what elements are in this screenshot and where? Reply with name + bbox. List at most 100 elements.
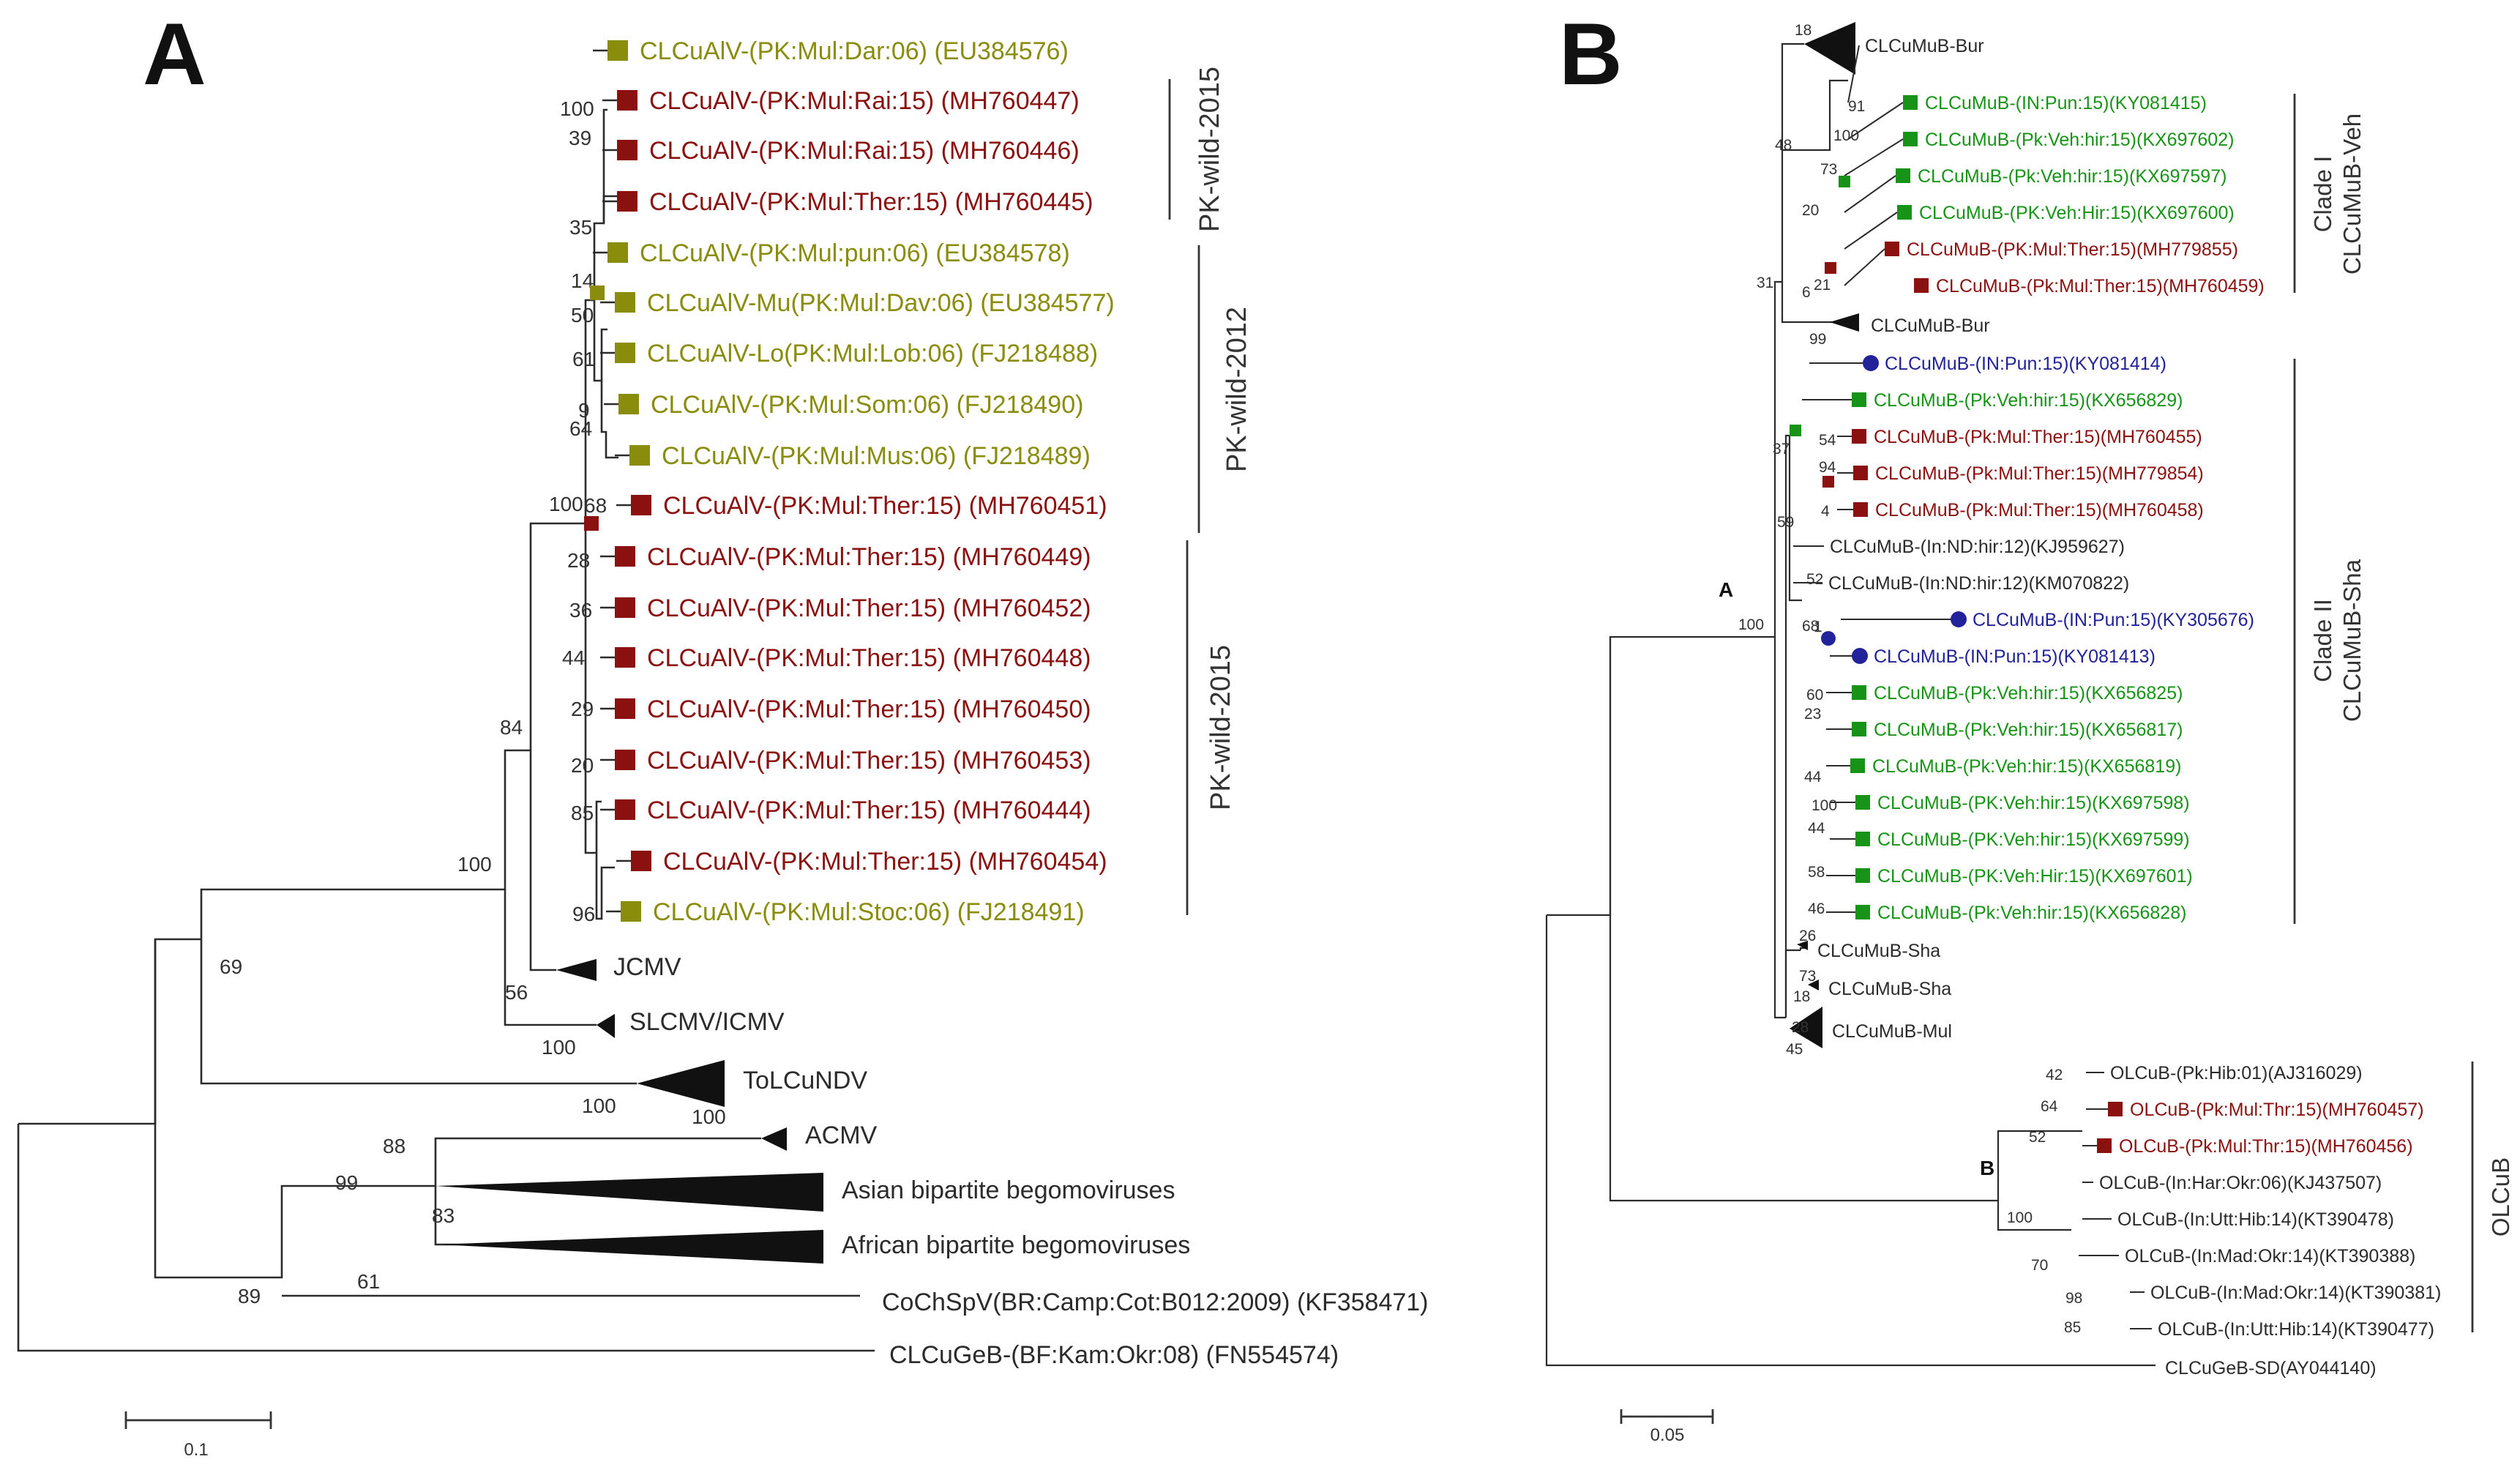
taxon-marker-b-8 bbox=[1863, 355, 1879, 371]
clade-label-pk-wild-2015-bottom: PK-wild-2015 bbox=[1205, 645, 1236, 810]
bootstrap-b-20: 44 bbox=[1804, 769, 1822, 786]
taxon-marker-a-9 bbox=[631, 495, 651, 515]
bootstrap-b-23: 58 bbox=[1808, 864, 1825, 881]
branchB-9 bbox=[1788, 436, 1802, 602]
taxon-label-b-clcumub-pk-mul-ther-15-mh779854-11: CLCuMuB-(Pk:Mul:Ther:15)(MH779854) bbox=[1875, 463, 2204, 484]
panel-a-label: A bbox=[143, 5, 206, 103]
bootstrap-b-2: 100 bbox=[1833, 127, 1859, 144]
taxon-label-a-tolcundv: ToLCuNDV bbox=[743, 1067, 867, 1094]
bootstrap-b-14: 59 bbox=[1777, 514, 1794, 531]
bootstrap-b-16: 68 bbox=[1802, 618, 1819, 635]
branch-a10 bbox=[593, 300, 602, 382]
taxon-leaf-b-0 bbox=[1847, 45, 1860, 103]
taxon-marker-b-21 bbox=[1855, 832, 1870, 846]
triangleB-bur2 bbox=[1830, 313, 1859, 332]
panel-a-clade-bars bbox=[1168, 79, 1200, 915]
bootstrap-b-10: 54 bbox=[1819, 432, 1836, 449]
taxon-marker-a-5 bbox=[615, 292, 635, 313]
taxon-label-a-clcugeb-bf-kam-okr-08-fn554574: CLCuGeB-(BF:Kam:Okr:08) (FN554574) bbox=[889, 1341, 1339, 1369]
branchB-6 bbox=[1790, 79, 1848, 152]
panel-a-branches bbox=[17, 108, 875, 1352]
bootstrap-b-5: 21 bbox=[1814, 277, 1831, 294]
bootstrap-b-19: 23 bbox=[1804, 706, 1821, 723]
taxon-label-b-clcugeb-sd-ay044140-35: CLCuGeB-SD(AY044140) bbox=[2165, 1358, 2377, 1378]
bootstrap-b-25: 26 bbox=[1799, 928, 1816, 944]
taxon-label-b-olcub-in-mad-okr-14-kt390388-32: OLCuB-(In:Mad:Okr:14)(KT390388) bbox=[2125, 1246, 2415, 1266]
bootstrap-a-1: 39 bbox=[569, 127, 591, 149]
taxon-label-b-clcumub-in-pun-15-ky081415-1: CLCuMuB-(IN:Pun:15)(KY081415) bbox=[1925, 93, 2207, 113]
taxon-label-b-olcub-in-utt-hib-14-kt390477-34: OLCuB-(In:Utt:Hib:14)(KT390477) bbox=[2158, 1319, 2434, 1340]
bootstrap-a-19: 69 bbox=[220, 955, 242, 978]
bootstrap-a-0: 100 bbox=[560, 97, 594, 120]
bootstrap-b-0: 18 bbox=[1795, 22, 1812, 39]
bootstrap-b-13: 37 bbox=[1773, 441, 1790, 458]
taxon-label-a-clcualv-pk-mul-rai-15-mh760446: CLCuAlV-(PK:Mul:Rai:15) (MH760446) bbox=[649, 137, 1080, 165]
bootstrap-a-18: 100 bbox=[457, 853, 492, 876]
bootstrap-a-5: 61 bbox=[572, 348, 595, 370]
taxon-marker-a-12 bbox=[615, 647, 635, 668]
branch-root bbox=[17, 1124, 875, 1352]
taxon-marker-b-12 bbox=[1853, 502, 1868, 517]
branchB-7 bbox=[1784, 434, 1790, 1018]
taxon-label-b-clcumub-bur-0: CLCuMuB-Bur bbox=[1865, 36, 1984, 56]
panel-b-clade-bars bbox=[2293, 94, 2474, 1332]
bootstrap-b-31: 42 bbox=[2046, 1067, 2063, 1083]
bootstrap-b-12: 4 bbox=[1821, 503, 1830, 520]
branch-a12 bbox=[600, 381, 618, 459]
bootstrap-a-4: 50 bbox=[571, 304, 594, 327]
panel-b-taxa: CLCuMuB-Bur CLCuMuB-(IN:Pun:15)(KY081415)… bbox=[1793, 36, 2441, 1378]
bootstrap-b-1: 91 bbox=[1848, 98, 1865, 115]
bootstrap-b-15: 52 bbox=[1806, 571, 1823, 588]
bootstrap-a-20: 56 bbox=[505, 981, 528, 1004]
triangle-jcmv bbox=[556, 959, 597, 981]
taxon-label-b-clcumub-pk-veh-hir-15-kx697601-22: CLCuMuB-(PK:Veh:Hir:15)(KX697601) bbox=[1877, 866, 2193, 887]
taxon-marker-b-6 bbox=[1914, 278, 1929, 293]
taxon-marker-a-4 bbox=[607, 242, 628, 263]
bootstrap-b-28: 28 bbox=[1792, 1019, 1809, 1036]
bootstrap-a-16: 96 bbox=[572, 903, 595, 925]
bootstrap-b-8: 99 bbox=[1809, 331, 1826, 348]
bootstrap-a-12: 44 bbox=[562, 646, 585, 669]
bootstrap-a-25: 83 bbox=[432, 1204, 455, 1227]
bootstrap-b-34: 100 bbox=[2007, 1209, 2033, 1226]
panel-a-taxa: CLCuAlV-(PK:Mul:Dar:06) (EU384576) CLCuAl… bbox=[593, 37, 1429, 1369]
taxon-marker-b-19 bbox=[1850, 758, 1865, 773]
branchB-12 bbox=[1997, 1201, 2071, 1231]
taxon-label-a-clcualv-mu-pk-mul-dav-06-eu384577: CLCuAlV-Mu(PK:Mul:Dav:06) (EU384577) bbox=[647, 289, 1115, 317]
branchB-4 bbox=[1773, 637, 1786, 1019]
taxon-label-a-clcualv-pk-mul-pun-06-eu384578: CLCuAlV-(PK:Mul:pun:06) (EU384578) bbox=[640, 239, 1070, 267]
branchB-3 bbox=[1773, 149, 1790, 637]
taxon-label-a-clcualv-pk-mul-stoc-06-fj218491: CLCuAlV-(PK:Mul:Stoc:06) (FJ218491) bbox=[653, 898, 1085, 926]
panel-b-label: B bbox=[1559, 5, 1623, 103]
taxon-label-b-clcumub-pk-veh-hir-15-kx656829-9: CLCuMuB-(Pk:Veh:hir:15)(KX656829) bbox=[1874, 390, 2183, 411]
taxon-label-b-clcumub-sha-24: CLCuMuB-Sha bbox=[1817, 941, 1940, 961]
taxon-label-b-olcub-in-mad-okr-14-kt390381-33: OLCuB-(In:Mad:Okr:14)(KT390381) bbox=[2150, 1283, 2441, 1303]
bootstrap-b-11: 94 bbox=[1819, 459, 1836, 476]
branchB-8 bbox=[1784, 949, 1801, 1018]
bootstrap-a-6: 9 bbox=[578, 399, 590, 422]
taxon-leaf-b-4 bbox=[1844, 212, 1898, 250]
scale-bar-a bbox=[124, 1411, 272, 1429]
node-marker-b-red-2 bbox=[1822, 476, 1834, 488]
taxon-leaf-b-3 bbox=[1844, 175, 1896, 213]
bootstrap-b-7: 48 bbox=[1775, 137, 1792, 154]
clade-label-olcub: OLCuB bbox=[2487, 1157, 2514, 1236]
taxon-label-b-clcumub-bur-7: CLCuMuB-Bur bbox=[1871, 316, 1990, 336]
taxon-label-a-clcualv-pk-mul-ther-15-mh760449: CLCuAlV-(PK:Mul:Ther:15) (MH760449) bbox=[647, 543, 1091, 571]
taxon-marker-a-15 bbox=[615, 799, 635, 820]
taxon-label-b-clcumub-pk-veh-hir-15-kx697598-20: CLCuMuB-(PK:Veh:hir:15)(KX697598) bbox=[1877, 793, 2190, 813]
bootstrap-a-21: 100 bbox=[542, 1036, 576, 1059]
bootstrap-b-36: 98 bbox=[2065, 1290, 2082, 1307]
taxon-label-b-clcumub-pk-veh-hir-15-kx697599-21: CLCuMuB-(PK:Veh:hir:15)(KX697599) bbox=[1877, 829, 2190, 850]
taxon-label-a-clcualv-pk-mul-mus-06-fj218489: CLCuAlV-(PK:Mul:Mus:06) (FJ218489) bbox=[662, 442, 1091, 470]
taxon-marker-a-3 bbox=[617, 191, 638, 212]
taxon-label-b-clcumub-pk-veh-hir-15-kx697600-4: CLCuMuB-(PK:Veh:Hir:15)(KX697600) bbox=[1919, 203, 2235, 223]
taxon-marker-b-18 bbox=[1852, 722, 1866, 736]
taxon-label-b-clcumub-pk-veh-hir-15-kx697597-3: CLCuMuB-(Pk:Veh:hir:15)(KX697597) bbox=[1918, 166, 2227, 187]
node-marker-b-green-1 bbox=[1839, 176, 1850, 187]
taxon-label-b-olcub-pk-mul-thr-15-mh760457-28: OLCuB-(Pk:Mul:Thr:15)(MH760457) bbox=[2130, 1100, 2424, 1120]
bootstrap-a-17: 84 bbox=[500, 716, 523, 739]
bootstrap-a-7: 64 bbox=[569, 417, 592, 440]
bootstrap-b-18: 60 bbox=[1806, 687, 1823, 704]
panel-a-scale-bar: 0.1 bbox=[124, 1411, 272, 1460]
